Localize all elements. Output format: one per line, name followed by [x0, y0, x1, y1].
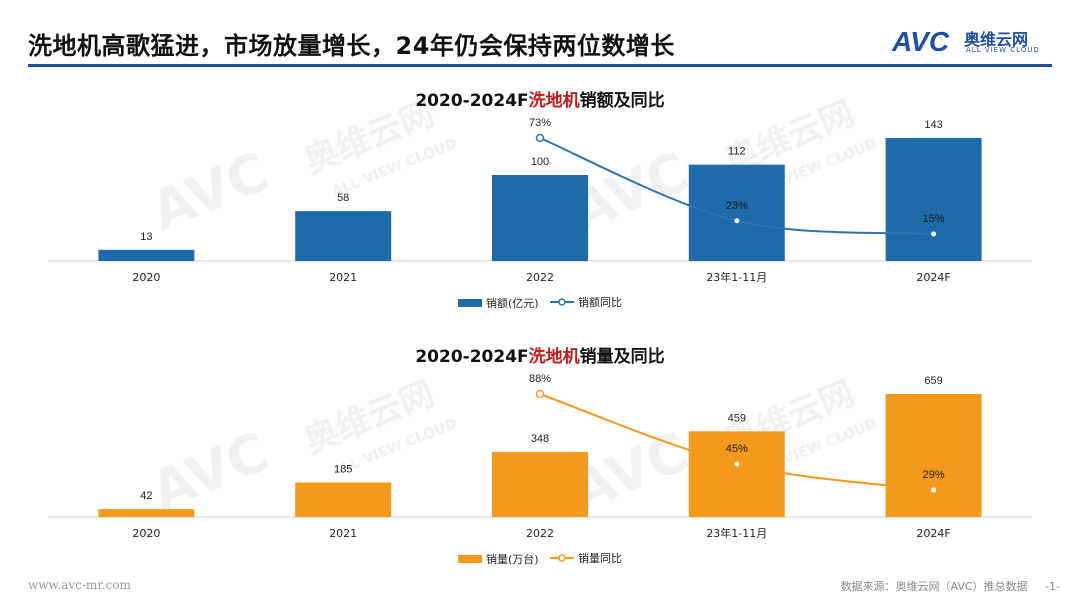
bar-data-label: 185 [334, 463, 352, 475]
bar [688, 164, 785, 261]
legend-line-swatch [550, 554, 575, 562]
logo-name-en: ALL VIEW CLOUD [966, 46, 1040, 54]
legend-item-line: 销量同比 [550, 550, 622, 566]
chart-plot: 42 2020 185 2021 348 2022 459 23年1-11月 659 2024F 8… [48, 373, 1032, 540]
line-data-label: 45% [726, 443, 748, 455]
bar [98, 249, 195, 261]
x-tick-label: 2021 [329, 527, 357, 540]
line-data-label: 73% [529, 117, 551, 129]
chart-title-highlight: 洗地机 [528, 91, 580, 111]
chart-title-suffix: 销量及同比 [579, 347, 665, 367]
bar-data-label: 58 [337, 192, 349, 204]
chart-title: 2020-2024F洗地机销量及同比 [40, 342, 1040, 367]
footer-page-number: -1- [1045, 580, 1060, 593]
bar-data-label: 42 [140, 490, 152, 502]
bar-data-label: 100 [531, 156, 549, 168]
x-tick-label: 2024F [916, 527, 950, 540]
logo-name-cn: 奥维云网 [964, 30, 1029, 49]
chart-title-prefix: 2020-2024F [415, 91, 529, 111]
footer-source-text: 数据来源：奥维云网（AVC）推总数据 [840, 580, 1028, 593]
x-tick-label: 2024F [916, 271, 950, 284]
bar-data-label: 659 [924, 375, 942, 387]
legend-bar-swatch [457, 555, 482, 563]
x-tick-label: 2020 [132, 527, 160, 540]
bar [885, 394, 982, 517]
x-tick-label: 2021 [329, 271, 357, 284]
bar [295, 211, 392, 261]
bar [492, 452, 588, 517]
legend-item-bar: 销量(万台) [457, 551, 539, 567]
chart-title-suffix: 销额及同比 [579, 91, 665, 111]
footer-source: 数据来源：奥维云网（AVC）推总数据 -1- [841, 578, 1060, 594]
sales-value-chart: 2020-2024F洗地机销额及同比 13 2020 58 2021 100 2022 11… [40, 86, 1040, 316]
line-point [931, 487, 937, 493]
line-data-label: 29% [923, 469, 945, 481]
bar-data-label: 459 [728, 412, 746, 424]
line-data-label: 15% [923, 213, 945, 225]
chart-title-highlight: 洗地机 [528, 347, 580, 367]
bar-data-label: 143 [924, 119, 942, 131]
legend-line-label: 销量同比 [578, 552, 623, 565]
legend-bar-label: 销额(亿元) [485, 297, 539, 310]
sales-volume-chart: 2020-2024F洗地机销量及同比 42 2020 185 2021 348 2022 4… [40, 342, 1040, 572]
chart-title: 2020-2024F洗地机销额及同比 [40, 86, 1040, 111]
logo-mark-text: AVC [892, 26, 950, 56]
x-tick-label: 23年1-11月 [706, 526, 767, 540]
bar [295, 482, 392, 517]
bar [688, 431, 785, 517]
line-data-label: 23% [726, 200, 748, 212]
chart-legend: 销量(万台) 销量同比 [40, 550, 1040, 567]
x-tick-label: 23年1-11月 [706, 270, 767, 284]
legend-line-label: 销额同比 [578, 296, 623, 309]
bar [492, 174, 588, 261]
avc-logo-icon: AVC [892, 26, 950, 56]
bar-data-label: 348 [531, 433, 549, 445]
bar [98, 509, 195, 517]
bar-data-label: 13 [140, 231, 152, 243]
line-data-label: 88% [529, 373, 551, 385]
chart-legend: 销额(亿元) 销额同比 [40, 294, 1040, 311]
x-tick-label: 2022 [526, 271, 554, 284]
chart-plot: 13 2020 58 2021 100 2022 112 23年1-11月 143 2024F 73… [48, 117, 1032, 284]
legend-line-swatch [550, 298, 575, 306]
legend-item-line: 销额同比 [550, 294, 622, 310]
x-tick-label: 2022 [526, 527, 554, 540]
line-point [535, 389, 545, 399]
avc-logo: AVC 奥维云网 ALL VIEW CLOUD [892, 24, 1062, 58]
line-point [535, 133, 545, 143]
header-rule [28, 64, 1052, 67]
page-title: 洗地机高歌猛进，市场放量增长，24年仍会保持两位数增长 [28, 32, 675, 60]
legend-bar-label: 销量(万台) [485, 553, 539, 566]
bar-data-label: 112 [728, 146, 746, 158]
x-tick-label: 2020 [132, 271, 160, 284]
footer-website: www.avc-mr.com [28, 578, 131, 592]
legend-bar-swatch [457, 299, 482, 307]
line-point [931, 231, 937, 237]
line-point [734, 218, 740, 224]
chart-title-prefix: 2020-2024F [415, 347, 529, 367]
legend-item-bar: 销额(亿元) [457, 295, 539, 311]
line-point [734, 461, 740, 467]
bar [885, 138, 982, 261]
